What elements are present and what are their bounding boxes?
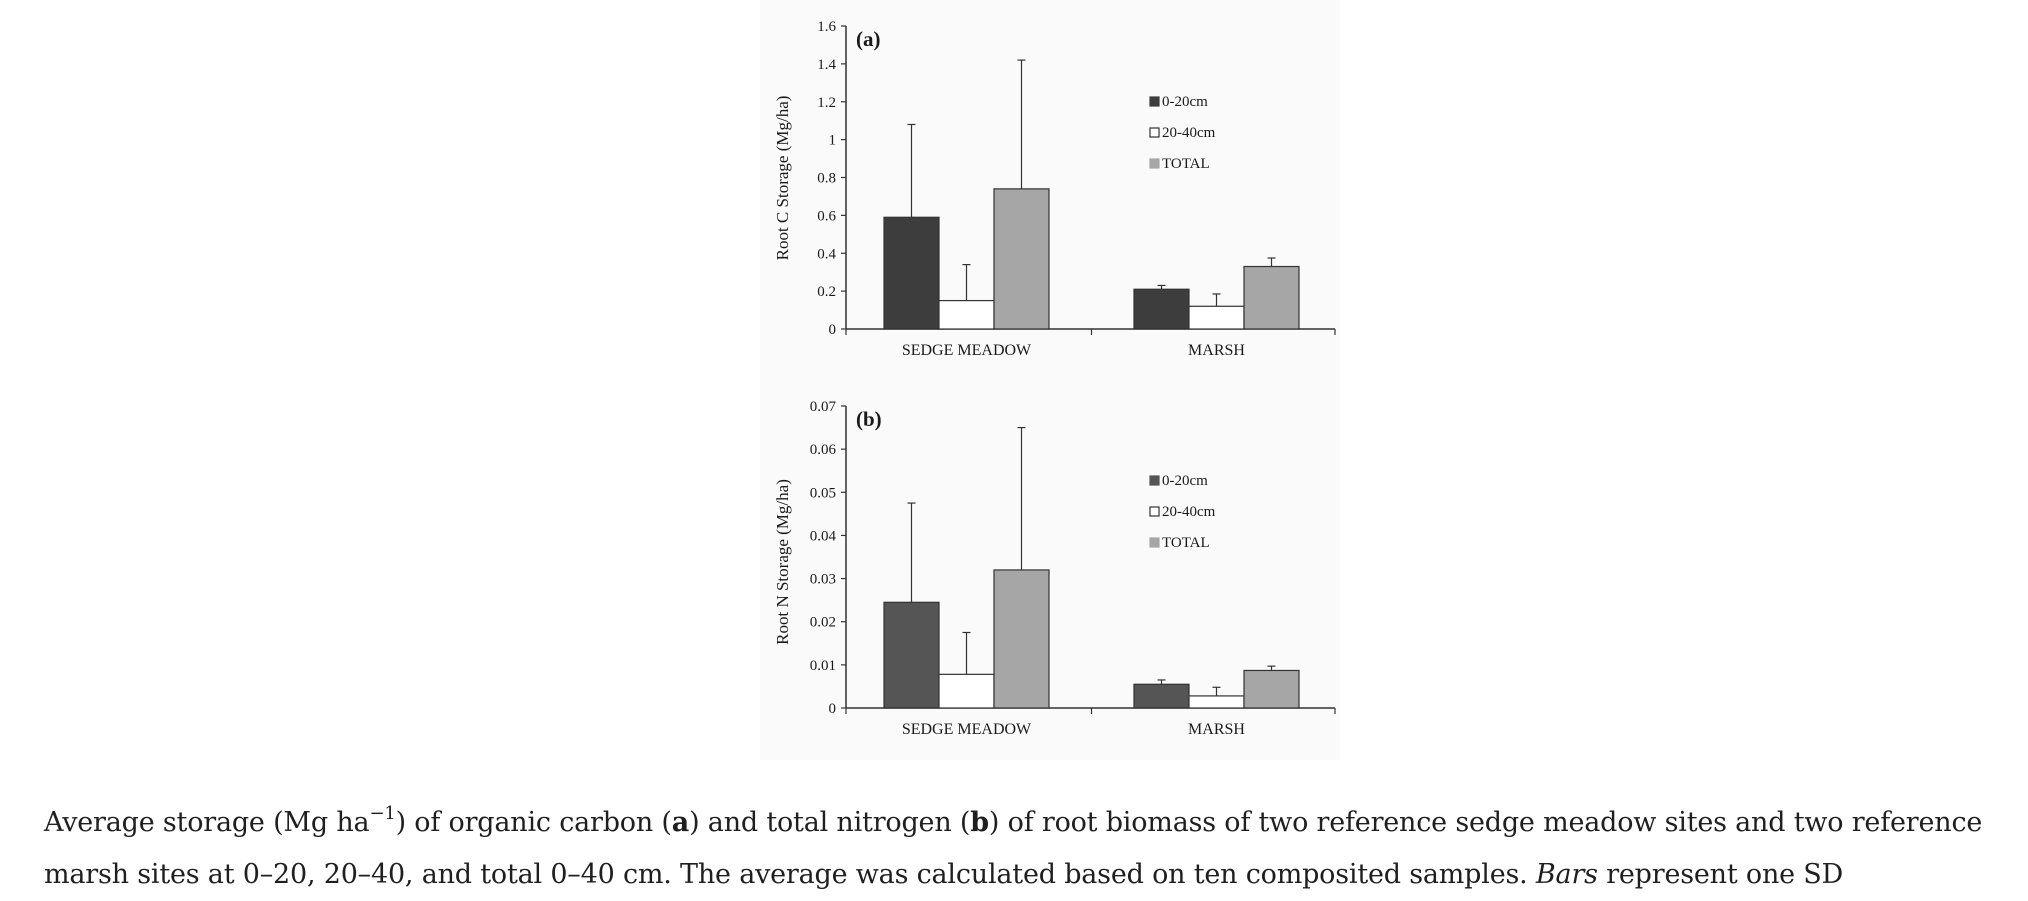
chart1-category-label: MARSH: [1188, 342, 1245, 359]
chart1-bar: [993, 188, 1050, 330]
chart1-bar: [1133, 288, 1190, 330]
chart2-legend-label: TOTAL: [1162, 535, 1210, 551]
caption-text-1: Average storage (Mg ha: [44, 807, 370, 838]
caption-text-5: represent one SD: [1597, 859, 1844, 890]
chart2-bar: [1133, 683, 1190, 709]
chart1-legend-swatch: [1149, 127, 1160, 138]
chart2-bar: [883, 601, 940, 709]
chart2-y-tick-label: 0.03: [810, 572, 836, 588]
chart1-y-axis-title: Root C Storage (Mg/ha): [773, 96, 792, 261]
chart1-y-tick-label: 0.4: [817, 246, 836, 262]
chart1-y-tick-label: 1.4: [817, 57, 836, 73]
chart1-y-tick-label: 0.8: [817, 171, 836, 187]
chart2-category-label: SEDGE MEADOW: [902, 721, 1032, 738]
chart1-y-tick-label: 0: [829, 322, 837, 338]
chart2-legend-label: 0-20cm: [1162, 473, 1208, 489]
chart2-legend-swatch: [1149, 475, 1160, 486]
chart2-panel-label: (b): [856, 407, 882, 431]
chart1-bar: [883, 216, 940, 330]
chart1-bar: [1243, 265, 1300, 330]
chart1-panel-label: (a): [856, 27, 881, 51]
chart1-legend-label: TOTAL: [1162, 156, 1210, 172]
chart1-y-tick-label: 0.2: [817, 284, 836, 300]
caption-superscript: −1: [369, 803, 396, 824]
caption-italic-bars: Bars: [1535, 859, 1598, 890]
caption-text-2: ) of organic carbon (: [395, 807, 672, 838]
chart2-y-tick-label: 0.07: [810, 399, 837, 415]
figure: 0 0.2 0.4 0.6 0.8 1 1.2 1.4 1.6 SEDGE MEADOW MARSH…: [760, 0, 1340, 760]
chart1-category-label: SEDGE MEADOW: [902, 342, 1032, 359]
chart1-bar: [1188, 305, 1245, 330]
figure-caption: Average storage (Mg ha−1) of organic car…: [44, 797, 2004, 901]
chart2-category-label: MARSH: [1188, 721, 1245, 738]
caption-bold-b: b: [970, 807, 989, 838]
chart1-y-tick-label: 1.6: [817, 19, 836, 35]
chart2-y-tick-label: 0.06: [810, 442, 837, 458]
chart1-bar: [938, 299, 995, 330]
chart2-y-tick-label: 0.01: [810, 658, 836, 674]
chart1-legend-swatch: [1149, 158, 1160, 169]
chart2-y-tick-label: 0.02: [810, 615, 836, 631]
chart2-y-axis-title: Root N Storage (Mg/ha): [773, 479, 792, 645]
chart1-y-tick-label: 0.6: [817, 208, 836, 224]
chart2-legend-swatch: [1149, 506, 1160, 517]
caption-text-3: ) and total nitrogen (: [689, 807, 971, 838]
chart2-legend-label: 20-40cm: [1162, 504, 1216, 520]
chart2-bar: [938, 673, 995, 709]
chart2-bar: [1188, 695, 1245, 709]
chart1-y-tick-label: 1: [829, 133, 837, 149]
chart1-legend-swatch: [1149, 96, 1160, 107]
chart2-y-tick-label: 0.05: [810, 485, 836, 501]
chart2-y-tick-label: 0.04: [810, 528, 837, 544]
chart1-legend-label: 20-40cm: [1162, 125, 1216, 141]
chart1-legend-label: 0-20cm: [1162, 94, 1208, 110]
bar-charts: 0 0.2 0.4 0.6 0.8 1 1.2 1.4 1.6 SEDGE MEADOW MARSH…: [773, 19, 1336, 738]
chart1-y-tick-label: 1.2: [817, 95, 836, 111]
caption-text-4: ) of root biomass of two reference sedge…: [44, 807, 1983, 890]
chart2-bar: [993, 569, 1050, 709]
chart2-y-tick-label: 0: [829, 701, 837, 717]
caption-bold-a: a: [671, 807, 690, 838]
chart2-bar: [1243, 669, 1300, 709]
chart2-legend-swatch: [1149, 537, 1160, 548]
